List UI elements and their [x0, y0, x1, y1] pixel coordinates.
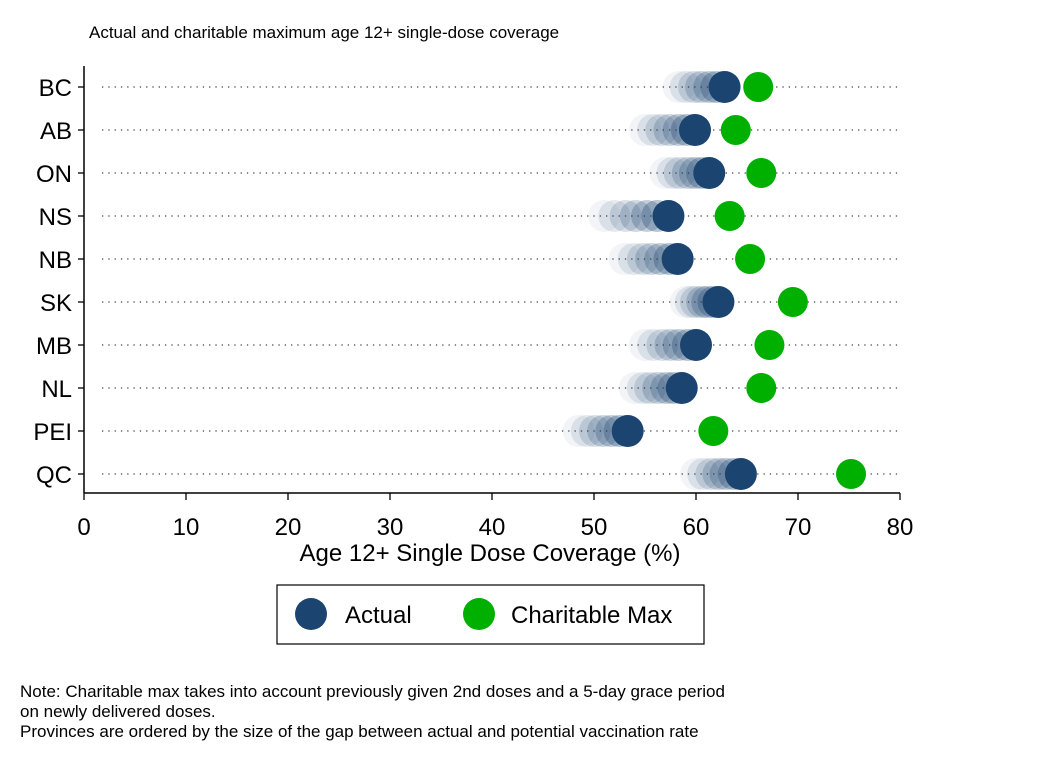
actual-history-point	[637, 329, 670, 361]
actual-history-point	[617, 243, 650, 275]
actual-history-point	[680, 286, 712, 318]
actual-history-point	[646, 329, 679, 361]
y-tick-label: NB	[39, 247, 72, 274]
actual-history-point	[677, 71, 710, 103]
actual-history-point	[654, 329, 687, 361]
footnote: Note: Charitable max takes into account …	[20, 682, 1040, 742]
x-axis-title: Age 12+ Single Dose Coverage (%)	[300, 540, 681, 567]
y-tick-label: NS	[39, 204, 72, 231]
y-tick-label: AB	[40, 118, 72, 145]
charitable-max-point	[746, 158, 777, 188]
footnote-line: Provinces are ordered by the size of the…	[20, 722, 699, 741]
chart-title: Actual and charitable maximum age 12+ si…	[89, 23, 559, 42]
actual-history-point	[634, 372, 667, 404]
y-tick-label: ON	[36, 161, 72, 188]
actual-history-point	[645, 114, 678, 146]
actual-history-point	[598, 200, 631, 232]
charitable-max-point	[746, 373, 777, 403]
legend-charitable-max-label: Charitable Max	[511, 602, 672, 629]
footnote-line: on newly delivered doses.	[20, 702, 216, 721]
x-tick-label: 70	[785, 514, 812, 541]
actual-history-point	[663, 157, 696, 189]
actual-history-point	[608, 243, 641, 275]
y-tick-label: BC	[39, 75, 72, 102]
legend-charitable-max-marker	[463, 598, 495, 630]
actual-history-point	[626, 243, 659, 275]
x-tick-label: 50	[581, 514, 608, 541]
actual-history-point	[579, 415, 612, 447]
x-tick-label: 30	[377, 514, 404, 541]
actual-point	[678, 114, 711, 146]
actual-history-point	[680, 458, 712, 490]
actual-point	[652, 200, 685, 232]
actual-history-point	[570, 415, 603, 447]
actual-history-point	[626, 372, 659, 404]
charitable-max-point	[777, 287, 808, 317]
x-tick-label: 80	[887, 514, 914, 541]
charitable-max-point	[735, 244, 766, 274]
grid-lines	[102, 86, 900, 475]
actual-history-point	[642, 372, 675, 404]
actual-history-point	[669, 286, 702, 318]
charitable-max-point	[743, 72, 774, 102]
actual-history-point	[635, 243, 668, 275]
charitable-max-point	[698, 416, 729, 446]
actual-history-point	[702, 458, 735, 490]
x-tick-label: 0	[77, 514, 90, 541]
footnote-line: Note: Charitable max takes into account …	[20, 682, 725, 701]
charitable-max-series	[698, 72, 867, 489]
actual-series	[611, 71, 757, 490]
legend-actual-marker	[295, 598, 327, 630]
legend: Actual Charitable Max	[276, 584, 705, 645]
actual-point	[702, 286, 735, 318]
actual-history-point	[649, 157, 682, 189]
actual-point	[661, 243, 694, 275]
actual-history-point	[687, 458, 720, 490]
actual-history-point	[669, 71, 702, 103]
actual-point	[708, 71, 741, 103]
actual-history-point	[662, 71, 695, 103]
actual-history-point	[656, 157, 689, 189]
actual-history-point	[695, 458, 728, 490]
actual-history-point	[619, 200, 652, 232]
charitable-max-point	[714, 201, 745, 231]
x-tick-label: 60	[683, 514, 710, 541]
y-axis-labels: BC AB ON NS NB SK MB NL PEI QC	[33, 75, 84, 489]
x-tick-label: 10	[173, 514, 200, 541]
actual-history-point	[674, 286, 707, 318]
y-tick-label: MB	[36, 333, 72, 360]
actual-history-point	[685, 71, 718, 103]
charitable-max-point	[754, 330, 785, 360]
x-axis-ticks: 0 10 20 30 40 50 60 70 80	[77, 493, 913, 541]
x-tick-label: 20	[275, 514, 302, 541]
y-tick-label: PEI	[33, 419, 72, 446]
actual-history-point	[562, 415, 595, 447]
y-tick-label: SK	[40, 290, 72, 317]
legend-actual-label: Actual	[345, 602, 412, 629]
charitable-max-point	[720, 115, 751, 145]
actual-history-point	[629, 329, 661, 361]
charitable-max-point	[836, 459, 867, 489]
actual-history-point	[637, 114, 670, 146]
actual-point	[724, 458, 757, 490]
actual-point	[611, 415, 644, 447]
actual-point	[665, 372, 698, 404]
actual-history-point	[618, 372, 651, 404]
x-tick-label: 40	[479, 514, 506, 541]
actual-point	[680, 329, 712, 361]
actual-point	[693, 157, 726, 189]
actual-history-point	[588, 200, 621, 232]
actual-history-point	[653, 114, 686, 146]
y-tick-label: QC	[36, 462, 72, 489]
actual-history-point	[629, 114, 661, 146]
actual-history-point	[609, 200, 642, 232]
y-tick-label: NL	[41, 376, 72, 403]
actual-history-point	[587, 415, 620, 447]
